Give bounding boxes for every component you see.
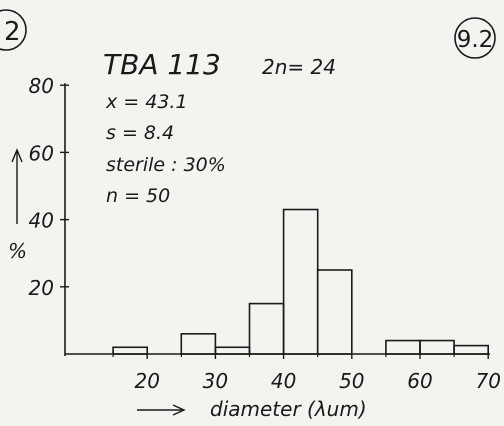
figure-number-left: 2 [0, 9, 27, 51]
y-ticks-group: 20 40 60 80 [29, 74, 69, 300]
x-axis-arrow [137, 404, 186, 416]
y-tick-label: 40 [29, 209, 54, 233]
x-tick-label: 50 [339, 369, 364, 393]
stat-sterile: sterile : 30% [106, 154, 226, 176]
y-axis-arrow [11, 148, 23, 224]
x-tick-label: 30 [203, 369, 228, 393]
y-axis-label: % [8, 239, 27, 263]
figure-number-right: 9.2 [454, 17, 496, 59]
figure-number-left-label: 2 [4, 17, 21, 47]
histogram-bar [385, 339, 421, 355]
bars-group [112, 208, 490, 355]
histogram-bar [180, 333, 217, 355]
histogram-bar [316, 269, 353, 355]
histogram-bar [112, 346, 148, 355]
figure-number-left-ring [0, 9, 27, 51]
chart-subtitle: 2n= 24 [262, 55, 336, 79]
y-tick-label: 60 [29, 141, 54, 165]
stat-mean: x = 43.1 [105, 91, 188, 113]
x-tick-label: 40 [271, 369, 296, 393]
stat-sd: s = 8.4 [106, 122, 174, 144]
y-tick-label: 20 [29, 276, 54, 300]
chart-title: TBA 113 [103, 48, 221, 81]
x-axis-label: diameter (λum) [210, 397, 367, 421]
histogram-bar [248, 302, 285, 355]
y-tick-label: 80 [29, 74, 54, 98]
x-tick-label: 20 [134, 369, 159, 393]
x-tick-label: 70 [475, 369, 500, 393]
stat-n: n = 50 [106, 185, 170, 207]
figure-number-right-ring [454, 17, 496, 59]
x-ticks-group: 20 30 40 50 60 70 [112, 350, 501, 393]
histogram-bar [214, 346, 251, 355]
histogram-bar [453, 344, 490, 355]
histogram-bar [419, 339, 455, 355]
x-tick-label: 60 [407, 369, 432, 393]
figure-number-right-label: 9.2 [457, 27, 494, 53]
histogram-bar [282, 208, 319, 355]
